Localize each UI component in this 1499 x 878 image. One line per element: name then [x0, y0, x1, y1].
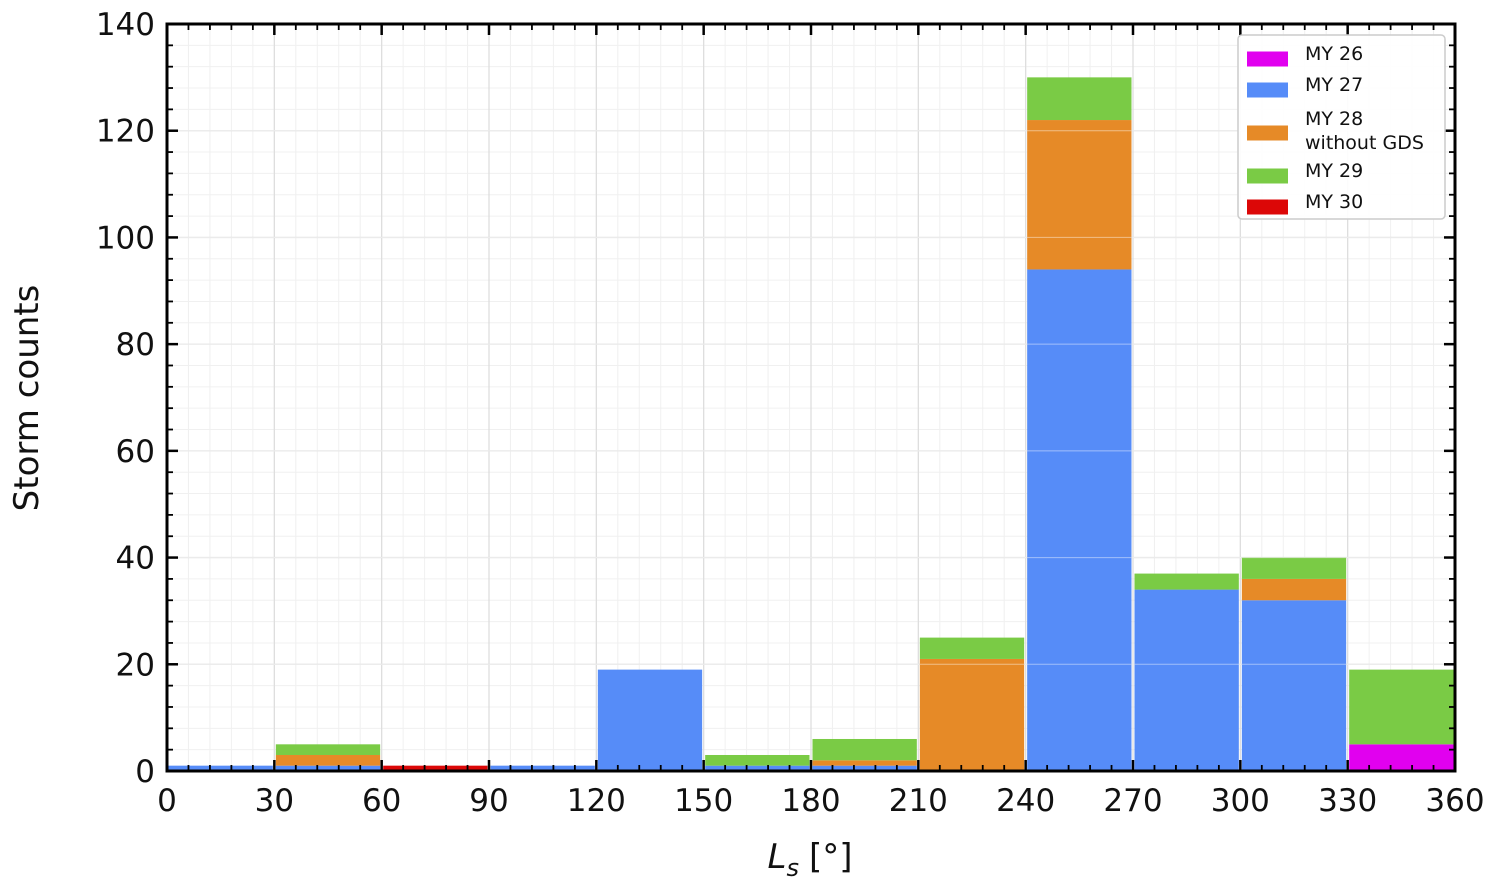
- y-axis-label: Storm counts: [7, 285, 47, 512]
- y-tick-label: 40: [116, 541, 155, 577]
- bar-my-29-bin-9: [1134, 573, 1239, 590]
- x-tick-label: 270: [1103, 783, 1162, 819]
- axis-ticks: [165, 22, 1457, 773]
- x-axis-label-main: L: [768, 837, 787, 877]
- x-tick-label: 90: [469, 783, 508, 819]
- y-tick-label: 120: [96, 114, 155, 150]
- bar-my-27-bin-4: [597, 669, 703, 771]
- bar-my-29-bin-7: [919, 637, 1025, 659]
- bar-my-29-bin-8: [1027, 77, 1132, 121]
- y-tick-label: 60: [116, 434, 155, 470]
- y-tick-label: 0: [135, 754, 155, 790]
- bar-my-29-bin-1: [275, 744, 381, 755]
- y-tick-label: 140: [96, 7, 155, 43]
- y-tick-label: 80: [116, 327, 155, 363]
- x-tick-label: 150: [674, 783, 733, 819]
- legend-swatch-my-26: [1247, 51, 1288, 67]
- legend-swatch-my-29: [1247, 168, 1288, 184]
- x-tick-label: 30: [255, 783, 294, 819]
- x-tick-label: 120: [567, 783, 626, 819]
- bar-my-28-bin-8: [1027, 120, 1132, 270]
- legend-label-my-28: MY 28: [1305, 108, 1363, 130]
- x-tick-label: 180: [781, 783, 840, 819]
- x-tick-label: 0: [157, 783, 177, 819]
- bar-my-27-bin-8: [1027, 269, 1132, 771]
- bar-my-27-bin-3: [490, 765, 595, 771]
- bar-my-30-bin-2: [383, 765, 488, 771]
- x-tick-label: 240: [996, 783, 1055, 819]
- x-tick-label: 360: [1425, 783, 1484, 819]
- x-tick-label: 300: [1211, 783, 1270, 819]
- bar-my-29-bin-5: [705, 754, 810, 766]
- bar-my-27-bin-10: [1241, 600, 1347, 771]
- bar-my-27-bin-0: [168, 765, 273, 771]
- legend-label-my-30: MY 30: [1305, 191, 1363, 213]
- x-tick-labels: 0 30 60 90 120 150 180 210 240 270 300 330 360: [157, 783, 1484, 819]
- x-tick-label: 210: [889, 783, 948, 819]
- bar-my-28-bin-10: [1241, 578, 1347, 601]
- bar-my-29-bin-10: [1241, 557, 1347, 579]
- bar-my-29-bin-6: [812, 738, 917, 761]
- y-tick-label: 100: [96, 220, 155, 256]
- x-tick-label: 330: [1318, 783, 1377, 819]
- legend-swatch-my-28: [1247, 125, 1288, 141]
- bar-my-28-bin-7: [919, 658, 1025, 771]
- bar-my-28-bin-1: [275, 754, 381, 766]
- legend-label-my-28-line2: without GDS: [1305, 132, 1424, 154]
- bar-my-26-bin-11: [1349, 744, 1454, 771]
- x-axis-label-subscript: s: [786, 854, 799, 878]
- x-tick-label: 60: [362, 783, 401, 819]
- bar-my-27-bin-1: [275, 765, 381, 771]
- x-axis-label: Ls [°]: [768, 837, 853, 878]
- legend-swatch-my-30: [1247, 199, 1288, 215]
- bar-my-29-bin-11: [1349, 669, 1454, 745]
- y-tick-labels: 0 20 40 60 80 100 120 140: [96, 7, 155, 790]
- legend-swatch-my-27: [1247, 82, 1288, 98]
- bar-my-27-bin-5: [705, 765, 810, 771]
- legend-label-my-26: MY 26: [1305, 43, 1363, 65]
- legend-label-my-29: MY 29: [1305, 160, 1363, 182]
- bar-my-27-bin-9: [1134, 589, 1239, 771]
- legend-label-my-27: MY 27: [1305, 74, 1363, 96]
- bar-my-28-bin-6: [812, 760, 917, 766]
- y-tick-label: 20: [116, 647, 155, 683]
- legend-box: [1237, 34, 1446, 220]
- x-axis-label-unit: [°]: [809, 837, 853, 877]
- bar-my-27-bin-6: [812, 765, 917, 771]
